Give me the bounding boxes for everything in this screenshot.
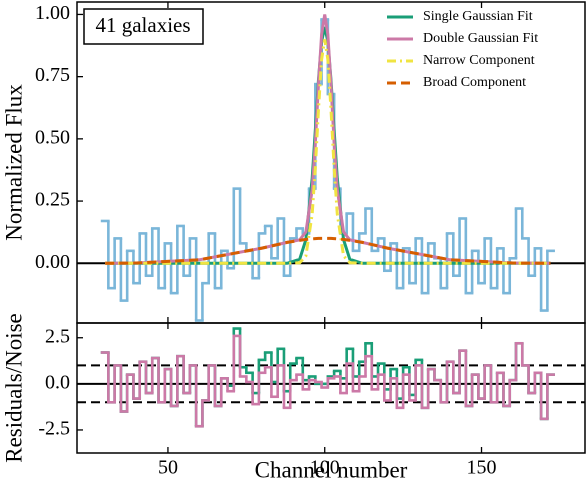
annotation: 41 galaxies	[95, 13, 190, 37]
y-tick-label: -2.5	[38, 418, 70, 440]
x-axis-label: Channel number	[255, 457, 408, 482]
annotation-box	[83, 8, 204, 45]
y-tick-label: 0.00	[35, 251, 70, 273]
x-tick-label: 100	[310, 457, 340, 479]
x-tick-label: 150	[467, 457, 497, 479]
legend-label: Single Gaussian Fit	[423, 9, 533, 24]
y-tick-label: 0.50	[35, 126, 70, 148]
y-tick-label: 0.0	[45, 371, 70, 393]
fit-curve	[105, 39, 551, 265]
legend-label: Double Gaussian Fit	[423, 31, 538, 46]
fit-curve	[105, 236, 551, 265]
y-tick-label: 2.5	[45, 325, 70, 347]
x-tick-label: 50	[158, 457, 178, 479]
step-riser	[107, 335, 549, 427]
y-axis-label: Residuals/Noise	[1, 313, 26, 463]
fit-curve	[105, 14, 551, 265]
plot-frame	[76, 322, 586, 454]
y-tick-label: 0.25	[35, 189, 70, 211]
y-tick-label: 1.00	[35, 2, 70, 24]
legend-label: Broad Component	[423, 75, 526, 90]
y-tick-label: 0.75	[35, 64, 70, 86]
legend-label: Narrow Component	[423, 53, 535, 68]
y-axis-label: Normalized Flux	[1, 84, 26, 241]
